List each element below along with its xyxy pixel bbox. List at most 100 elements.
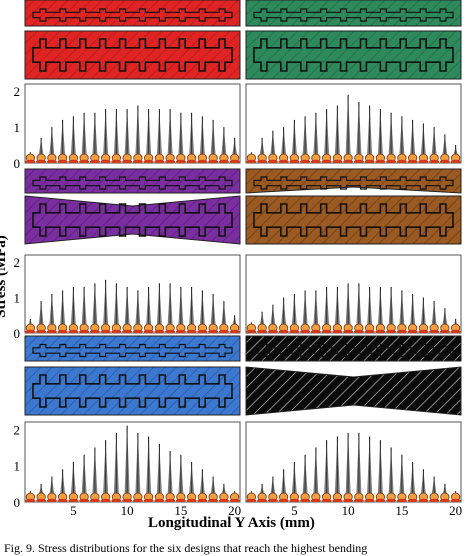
violin [310, 112, 321, 164]
violin [310, 290, 321, 334]
violin [122, 286, 133, 334]
plot-frame [24, 254, 241, 334]
violin [175, 454, 186, 503]
violin [332, 105, 343, 164]
violin [396, 290, 407, 334]
violin [278, 297, 289, 334]
violin [418, 469, 429, 503]
x-tick-label: 10 [342, 503, 355, 518]
violin [122, 425, 133, 503]
figure-caption: Fig. 9. Stress distributions for the six… [4, 541, 368, 555]
violin [208, 119, 219, 164]
violin [267, 476, 278, 503]
violin [321, 440, 332, 503]
violin [267, 130, 278, 164]
violin [429, 127, 440, 164]
violin [100, 109, 111, 164]
violin [89, 112, 100, 164]
violin [429, 301, 440, 334]
violin [197, 290, 208, 334]
violin [310, 447, 321, 503]
violin [386, 112, 397, 164]
violin [289, 462, 300, 503]
violin [439, 483, 450, 503]
violin [364, 436, 375, 503]
x-tick-label: 15 [174, 503, 187, 518]
violin [186, 462, 197, 503]
y-tick-label: 2 [14, 84, 21, 99]
violin [353, 432, 364, 503]
violin [386, 447, 397, 503]
violin [57, 290, 68, 334]
violin [246, 152, 257, 164]
violin [89, 447, 100, 503]
violin [79, 112, 90, 164]
violin [89, 283, 100, 334]
violin [364, 105, 375, 164]
violin [165, 109, 176, 164]
plot-frame [245, 254, 462, 334]
violin [46, 476, 57, 503]
violin [418, 297, 429, 334]
violin [321, 109, 332, 164]
violin [407, 462, 418, 503]
plot-frame [245, 421, 462, 503]
violin [68, 286, 79, 334]
violin [100, 279, 111, 334]
violin [46, 294, 57, 334]
chart-row1-left: 0 1 2 [14, 83, 241, 171]
beam-purple [24, 168, 241, 245]
violin [229, 491, 240, 503]
x-tick-label: 5 [291, 503, 298, 518]
violin [36, 301, 47, 334]
beam-blue [24, 335, 241, 416]
violin [197, 469, 208, 503]
beam-black [245, 335, 462, 416]
violin [111, 109, 122, 164]
violin [300, 116, 311, 164]
y-tick-label: 0 [14, 326, 21, 341]
violin [165, 451, 176, 503]
violin [257, 311, 268, 334]
y-tick-label: 1 [14, 120, 21, 135]
beam-green [245, 0, 462, 80]
y-axis-label: Stress (MPa) [0, 235, 9, 318]
violin [57, 469, 68, 503]
violin [246, 322, 257, 334]
chart-row2-left: 0 1 2 [14, 254, 241, 341]
violin [111, 432, 122, 503]
violin [407, 119, 418, 164]
violin [132, 290, 143, 334]
chart-row3-left: 0 1 2 5 10 15 20 [14, 421, 241, 518]
y-tick-label: 1 [14, 291, 21, 306]
violin [208, 294, 219, 334]
y-tick-label: 0 [14, 156, 21, 171]
violin [143, 436, 154, 503]
violin [267, 304, 278, 334]
violin [79, 454, 90, 503]
violin [353, 101, 364, 164]
violin [46, 127, 57, 164]
violin [154, 283, 165, 334]
violin [186, 286, 197, 334]
violin [257, 483, 268, 503]
violin [122, 109, 133, 164]
violin [186, 112, 197, 164]
violin [429, 476, 440, 503]
violin [321, 286, 332, 334]
violin [25, 152, 36, 164]
violin [375, 109, 386, 164]
violin [396, 454, 407, 503]
violin [36, 483, 47, 503]
chart-row3-right: 5 10 15 20 [245, 421, 462, 518]
violin [278, 469, 289, 503]
plot-frame [245, 83, 462, 164]
violin [450, 491, 461, 503]
violin [25, 318, 36, 334]
x-tick-label: 20 [228, 503, 241, 518]
chart-row2-right [245, 254, 462, 334]
violin [132, 105, 143, 164]
violin [165, 283, 176, 334]
